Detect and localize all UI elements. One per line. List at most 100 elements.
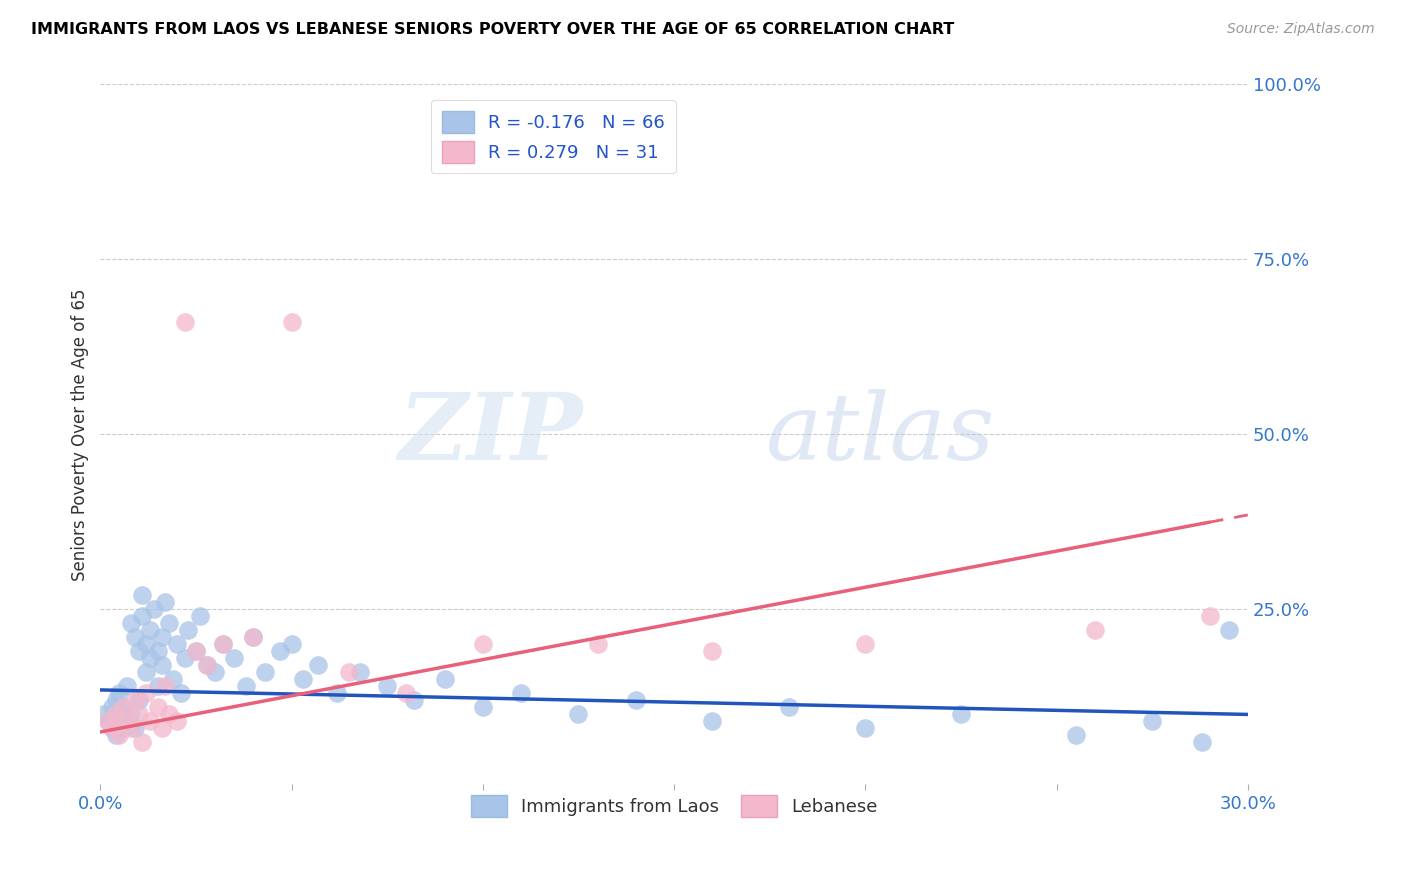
Point: [173, 651, 195, 665]
Point: [120, 722, 142, 736]
Point: [1140, 714, 1163, 729]
Point: [146, 644, 169, 658]
Point: [128, 644, 150, 658]
Point: [253, 665, 276, 680]
Point: [131, 589, 153, 603]
Point: [184, 644, 207, 658]
Point: [155, 595, 177, 609]
Point: [146, 680, 169, 694]
Point: [139, 714, 162, 729]
Point: [211, 637, 233, 651]
Point: [150, 658, 173, 673]
Point: [1084, 624, 1107, 638]
Point: [150, 722, 173, 736]
Text: IMMIGRANTS FROM LAOS VS LEBANESE SENIORS POVERTY OVER THE AGE OF 65 CORRELATION : IMMIGRANTS FROM LAOS VS LEBANESE SENIORS…: [31, 22, 955, 37]
Point: [115, 714, 138, 729]
Point: [235, 680, 257, 694]
Point: [166, 637, 188, 651]
Point: [197, 658, 219, 673]
Point: [93, 707, 115, 722]
Point: [471, 637, 494, 651]
Point: [108, 728, 131, 742]
Point: [124, 693, 146, 707]
Point: [1064, 728, 1087, 742]
Point: [104, 707, 127, 722]
Point: [135, 637, 157, 651]
Point: [326, 686, 349, 700]
Point: [349, 665, 371, 680]
Point: [97, 714, 120, 729]
Point: [586, 637, 609, 651]
Point: [115, 714, 138, 729]
Point: [1191, 735, 1213, 749]
Point: [146, 700, 169, 714]
Point: [197, 658, 219, 673]
Point: [949, 707, 972, 722]
Point: [280, 315, 302, 329]
Point: [624, 693, 647, 707]
Point: [135, 665, 157, 680]
Point: [101, 700, 124, 714]
Point: [471, 700, 494, 714]
Y-axis label: Seniors Poverty Over the Age of 65: Seniors Poverty Over the Age of 65: [72, 288, 89, 581]
Point: [402, 693, 425, 707]
Point: [778, 700, 800, 714]
Point: [135, 686, 157, 700]
Text: atlas: atlas: [766, 390, 995, 479]
Point: [242, 631, 264, 645]
Point: [280, 637, 302, 651]
Point: [139, 624, 162, 638]
Point: [150, 631, 173, 645]
Point: [292, 673, 315, 687]
Point: [204, 665, 226, 680]
Point: [188, 609, 211, 624]
Point: [162, 673, 184, 687]
Point: [157, 616, 180, 631]
Point: [155, 680, 177, 694]
Point: [307, 658, 329, 673]
Point: [97, 714, 120, 729]
Point: [131, 735, 153, 749]
Point: [184, 644, 207, 658]
Point: [157, 707, 180, 722]
Point: [128, 707, 150, 722]
Point: [211, 637, 233, 651]
Point: [853, 722, 876, 736]
Point: [433, 673, 456, 687]
Point: [115, 680, 138, 694]
Point: [139, 651, 162, 665]
Text: Source: ZipAtlas.com: Source: ZipAtlas.com: [1227, 22, 1375, 37]
Point: [242, 631, 264, 645]
Point: [510, 686, 533, 700]
Point: [166, 714, 188, 729]
Point: [124, 722, 146, 736]
Point: [702, 714, 724, 729]
Point: [1198, 609, 1220, 624]
Point: [1218, 624, 1240, 638]
Point: [101, 722, 124, 736]
Point: [853, 637, 876, 651]
Point: [120, 707, 142, 722]
Point: [112, 700, 135, 714]
Legend: Immigrants from Laos, Lebanese: Immigrants from Laos, Lebanese: [464, 788, 884, 824]
Point: [269, 644, 291, 658]
Point: [142, 602, 165, 616]
Point: [112, 722, 135, 736]
Point: [337, 665, 360, 680]
Point: [104, 728, 127, 742]
Point: [108, 707, 131, 722]
Point: [177, 624, 200, 638]
Point: [567, 707, 589, 722]
Point: [112, 700, 135, 714]
Point: [124, 631, 146, 645]
Point: [173, 315, 195, 329]
Point: [108, 686, 131, 700]
Point: [702, 644, 724, 658]
Point: [375, 680, 398, 694]
Text: ZIP: ZIP: [398, 390, 582, 479]
Point: [395, 686, 418, 700]
Point: [170, 686, 193, 700]
Point: [104, 693, 127, 707]
Point: [128, 693, 150, 707]
Point: [131, 609, 153, 624]
